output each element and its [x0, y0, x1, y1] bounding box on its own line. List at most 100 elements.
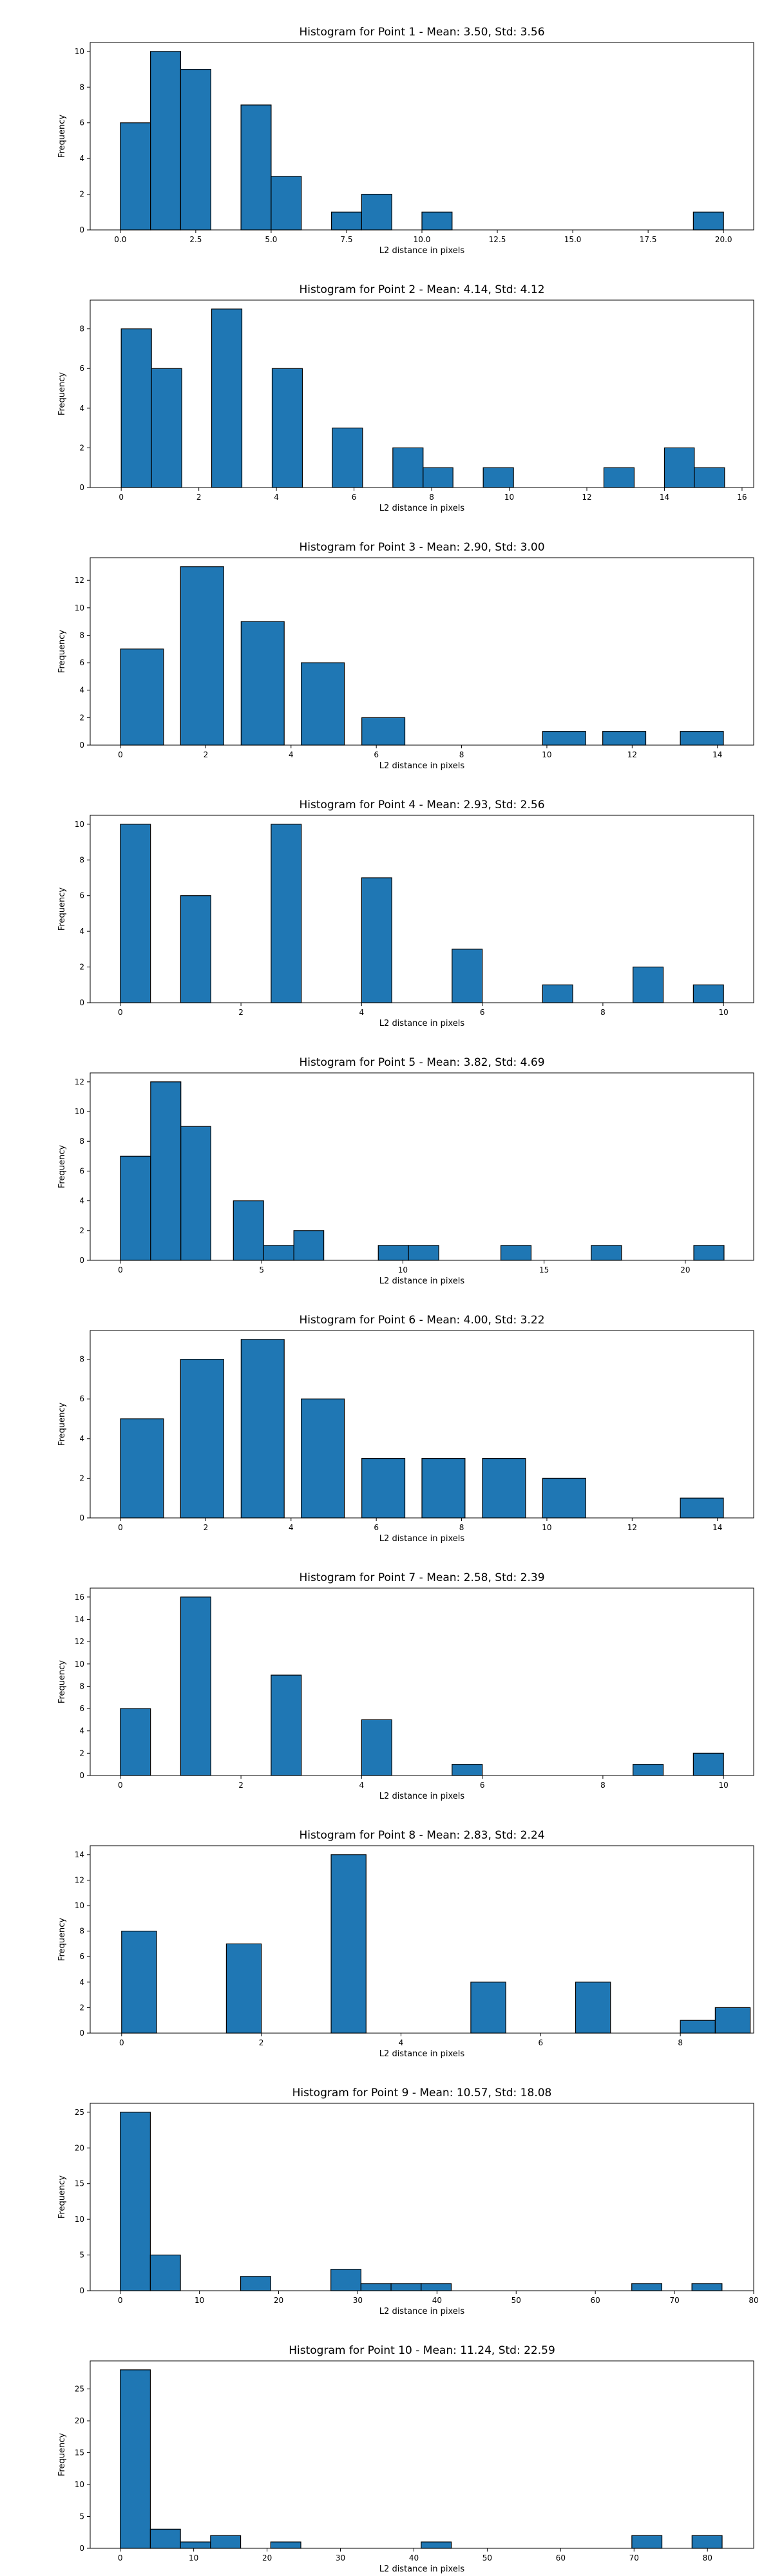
- x-tick-label: 2.5: [189, 235, 202, 244]
- x-tick-label: 0: [119, 493, 124, 502]
- x-tick-label: 70: [629, 2553, 639, 2562]
- histogram-bar: [151, 368, 182, 488]
- x-tick-label: 80: [749, 2296, 758, 2305]
- histogram-bar: [180, 2541, 211, 2549]
- x-tick-label: 12.5: [489, 235, 506, 244]
- histogram-bar: [270, 2541, 301, 2549]
- y-tick-label: 6: [79, 118, 84, 128]
- histogram-bar: [301, 1398, 345, 1519]
- y-axis-label: Frequency: [57, 1403, 67, 1446]
- chart-title: Histogram for Point 3 - Mean: 2.90, Std:…: [299, 541, 544, 554]
- y-tick-label: 6: [79, 364, 84, 373]
- y-axis-label: Frequency: [57, 1918, 67, 1961]
- x-tick-label: 70: [669, 2296, 679, 2305]
- x-tick-label: 60: [556, 2553, 566, 2562]
- y-tick-label: 8: [79, 82, 84, 91]
- chart-title: Histogram for Point 7 - Mean: 2.58, Std:…: [299, 1571, 544, 1584]
- x-tick-label: 0: [119, 2038, 124, 2047]
- histogram-bar: [631, 2283, 663, 2291]
- y-tick-label: 0: [79, 1513, 84, 1522]
- histogram-bar: [120, 122, 151, 231]
- histogram-bar: [180, 566, 224, 746]
- y-tick-label: 6: [79, 658, 84, 667]
- plot-frame: [90, 815, 754, 1003]
- histogram-bar: [360, 2283, 392, 2291]
- x-tick-label: 20: [680, 1265, 690, 1274]
- x-tick-label: 15.0: [564, 235, 582, 244]
- y-axis-label: Frequency: [57, 1660, 67, 1703]
- x-tick-label: 2: [204, 1523, 209, 1532]
- x-tick-label: 12: [582, 493, 591, 502]
- histogram-bar: [392, 447, 424, 488]
- plot-frame: [90, 1587, 754, 1776]
- histogram-bar: [263, 1245, 294, 1261]
- x-tick-label: 10: [542, 750, 551, 759]
- histogram-bar: [271, 824, 302, 1003]
- histogram-bar: [602, 731, 647, 746]
- histogram-bar: [361, 717, 406, 746]
- x-tick-label: 0: [118, 750, 123, 759]
- x-tick-label: 20: [274, 2296, 283, 2305]
- x-tick-label: 30: [353, 2296, 363, 2305]
- x-tick-label: 10: [719, 1008, 729, 1017]
- histogram-svg-3: Histogram for Point 3 - Mean: 2.90, Std:…: [57, 541, 754, 771]
- histogram-bar: [692, 984, 724, 1003]
- y-tick-label: 14: [75, 1850, 84, 1859]
- x-tick-label: 4: [399, 2038, 404, 2047]
- y-tick-label: 5: [79, 2512, 84, 2521]
- histogram-bar: [452, 1764, 483, 1776]
- y-tick-label: 6: [79, 1704, 84, 1713]
- y-tick-label: 2: [79, 1473, 84, 1482]
- y-axis-label: Frequency: [57, 630, 67, 673]
- x-axis-label: L2 distance in pixels: [379, 2307, 465, 2316]
- histogram-bar: [120, 824, 151, 1003]
- histogram-bar: [271, 368, 303, 488]
- x-axis-label: L2 distance in pixels: [379, 246, 465, 256]
- y-axis-label: Frequency: [57, 2433, 67, 2476]
- x-tick-label: 8: [600, 1008, 606, 1017]
- chart-title: Histogram for Point 1 - Mean: 3.50, Std:…: [299, 26, 544, 39]
- x-tick-label: 0: [118, 2296, 123, 2305]
- x-tick-label: 8: [600, 1781, 606, 1790]
- histogram-bar: [633, 966, 664, 1003]
- histogram-bar: [240, 2276, 271, 2291]
- histogram-bar: [603, 467, 635, 488]
- histogram-svg-2: Histogram for Point 2 - Mean: 4.14, Std:…: [57, 283, 754, 513]
- x-tick-label: 2: [238, 1781, 243, 1790]
- histogram-bar: [692, 1752, 724, 1776]
- histogram-bar: [120, 328, 152, 488]
- x-tick-label: 5: [259, 1265, 264, 1274]
- y-tick-label: 4: [79, 404, 84, 413]
- histogram-svg-6: Histogram for Point 6 - Mean: 4.00, Std:…: [57, 1314, 754, 1544]
- x-tick-label: 0: [118, 1008, 123, 1017]
- x-tick-label: 40: [432, 2296, 442, 2305]
- x-tick-label: 20: [262, 2553, 272, 2562]
- y-tick-label: 12: [75, 1875, 84, 1884]
- histogram-bar: [482, 1458, 526, 1519]
- chart-title: Histogram for Point 10 - Mean: 11.24, St…: [289, 2344, 555, 2357]
- chart-title: Histogram for Point 5 - Mean: 3.82, Std:…: [299, 1056, 544, 1069]
- histogram-bar: [120, 649, 164, 746]
- histogram-panel-6: Histogram for Point 6 - Mean: 4.00, Std:…: [0, 1288, 773, 1546]
- y-tick-label: 8: [79, 855, 84, 864]
- x-tick-label: 6: [480, 1781, 485, 1790]
- y-tick-label: 10: [75, 820, 84, 829]
- y-tick-label: 2: [79, 443, 84, 452]
- histogram-bar: [633, 1764, 664, 1776]
- x-tick-label: 10: [398, 1265, 408, 1274]
- x-tick-label: 50: [482, 2553, 492, 2562]
- histogram-panel-8: Histogram for Point 8 - Mean: 2.83, Std:…: [0, 1803, 773, 2061]
- histogram-bar: [180, 68, 211, 231]
- chart-title: Histogram for Point 8 - Mean: 2.83, Std:…: [299, 1829, 544, 1842]
- y-tick-label: 4: [79, 927, 84, 936]
- plot-frame: [90, 1845, 754, 2034]
- y-tick-label: 4: [79, 1434, 84, 1443]
- histogram-bar: [180, 1359, 224, 1519]
- histogram-panel-7: Histogram for Point 7 - Mean: 2.58, Std:…: [0, 1546, 773, 1803]
- x-tick-label: 2: [259, 2038, 264, 2047]
- histogram-bar: [542, 984, 573, 1003]
- y-tick-label: 6: [79, 1952, 84, 1961]
- x-tick-label: 16: [737, 493, 747, 502]
- y-tick-label: 25: [75, 2108, 84, 2117]
- y-tick-label: 10: [75, 1901, 84, 1910]
